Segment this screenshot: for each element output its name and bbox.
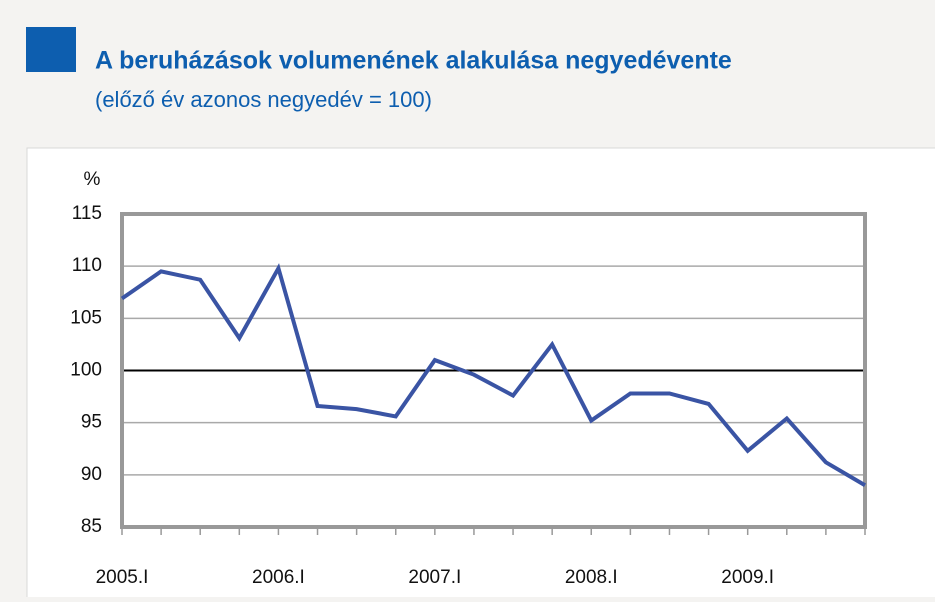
- plot-frame: [120, 212, 867, 529]
- x-tick-label: 2006.I: [252, 567, 305, 588]
- x-tick-label: 2007.I: [408, 567, 461, 588]
- y-tick-label: 90: [81, 464, 102, 485]
- y-tick-label: 95: [81, 412, 102, 433]
- y-tick-label: 110: [72, 255, 102, 276]
- x-tick-label: 2005.I: [96, 567, 149, 588]
- x-tick-label: 2009.I: [721, 567, 774, 588]
- chart-subtitle: (előző év azonos negyedév = 100): [95, 87, 432, 112]
- y-axis-label: %: [84, 169, 101, 190]
- x-tick-label: 2008.I: [565, 567, 618, 588]
- y-tick-label: 105: [70, 307, 102, 328]
- data-line: [120, 263, 867, 487]
- y-tick-label: 115: [72, 203, 102, 224]
- y-tick-label: 85: [81, 516, 102, 537]
- title-square: [26, 27, 76, 72]
- y-tick-label: 100: [70, 360, 102, 381]
- chart-title: A beruházások volumenének alakulása negy…: [95, 47, 732, 75]
